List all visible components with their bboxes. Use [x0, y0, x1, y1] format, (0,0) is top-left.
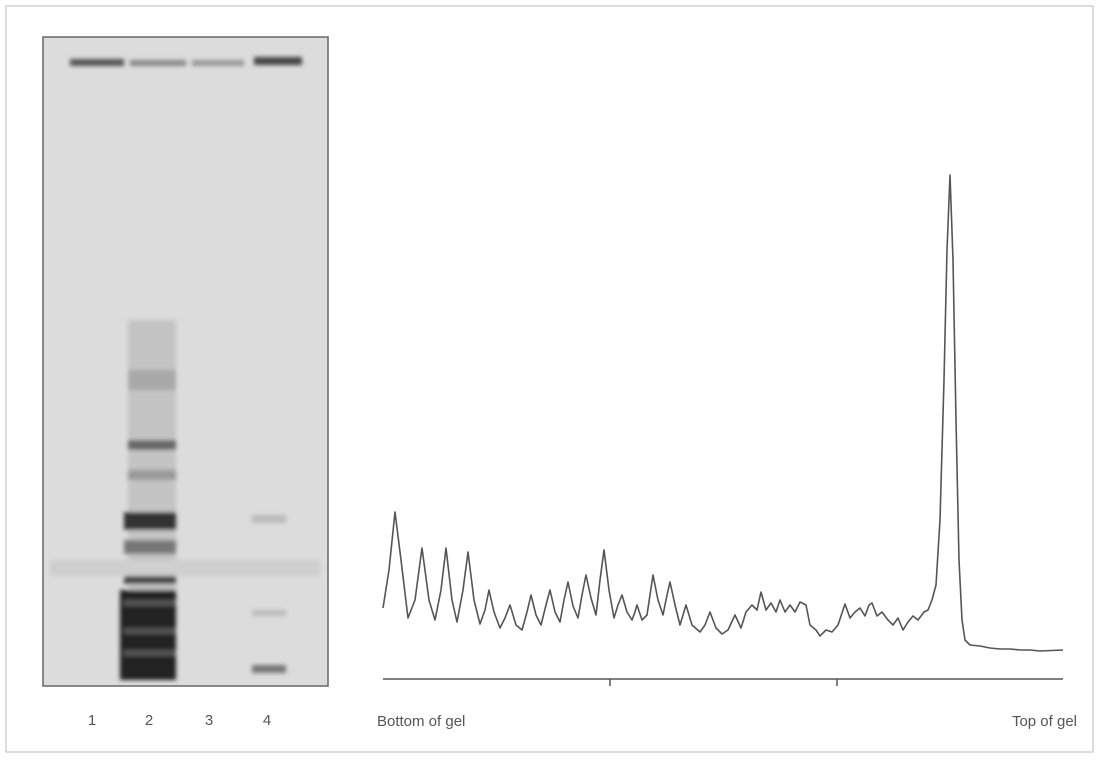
- densitometry-trace: Bottom of gel Top of gel: [377, 174, 1077, 730]
- lane-labels: 1 2 3 4: [88, 712, 271, 729]
- lane-label: 2: [145, 712, 153, 729]
- trace-line: [382, 174, 1064, 652]
- lane-label: 1: [88, 712, 96, 729]
- trace-label: Top of gel: [1012, 713, 1077, 730]
- gel-bands: [50, 57, 320, 680]
- gel: [42, 36, 329, 687]
- gel-image: [42, 36, 329, 687]
- lane-label: 4: [263, 712, 271, 729]
- trace-label: Bottom of gel: [377, 713, 465, 730]
- lane-label: 3: [205, 712, 213, 729]
